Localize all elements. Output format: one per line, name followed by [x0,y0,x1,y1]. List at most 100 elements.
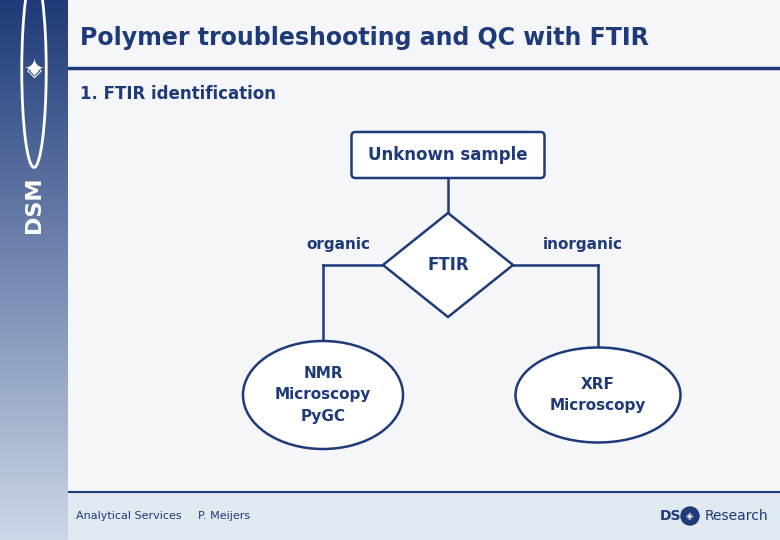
Bar [0,476,68,478]
Bar [0,521,68,523]
Bar [0,216,68,217]
Bar [0,394,68,395]
Bar [0,335,68,336]
Bar [0,530,68,532]
Bar [0,12,68,14]
Bar [0,33,68,35]
Bar [0,47,68,49]
Bar [0,254,68,255]
Bar [0,435,68,436]
Bar [0,420,68,421]
Bar [0,103,68,104]
Bar [0,287,68,289]
Bar [0,401,68,402]
Bar [0,438,68,440]
Bar [0,285,68,286]
Bar [0,25,68,27]
Text: organic: organic [306,238,370,253]
Bar [0,19,68,20]
Bar [0,90,68,92]
Bar [0,248,68,249]
Text: inorganic: inorganic [543,238,623,253]
Bar [0,227,68,228]
Bar [0,264,68,265]
Bar [0,453,68,454]
Bar [0,278,68,280]
Bar [0,271,68,273]
Bar [0,74,68,76]
Bar [0,260,68,262]
Bar [0,6,68,8]
Bar [0,173,68,174]
Bar [0,303,68,305]
Bar [0,472,68,474]
Bar [0,352,68,354]
Bar [0,293,68,294]
Bar [0,186,68,187]
Bar [0,154,68,156]
Bar [0,189,68,191]
Bar [0,377,68,378]
Bar [0,455,68,456]
Bar [0,76,68,77]
Bar [0,270,68,271]
Bar [0,246,68,247]
Bar [0,274,68,275]
Bar [0,397,68,399]
Bar [0,494,68,496]
Bar [0,58,68,59]
Bar [0,364,68,366]
Bar [0,378,68,379]
Bar [0,308,68,309]
Bar [0,211,68,212]
Bar [0,314,68,316]
Bar [0,432,68,433]
Bar [0,73,68,74]
Bar [0,71,68,73]
Bar [0,152,68,154]
Bar [0,485,68,486]
Bar [0,28,68,30]
Bar [0,512,68,513]
Bar [0,49,68,50]
Bar [0,487,68,489]
Bar [0,345,68,346]
Bar [0,178,68,179]
Bar [0,325,68,327]
Bar [0,43,68,45]
Bar [0,156,68,157]
Bar [0,228,68,230]
Bar [0,82,68,84]
Bar [0,390,68,392]
Text: DSM: DSM [660,509,695,523]
Bar [0,483,68,485]
Bar [0,266,68,267]
Bar [0,179,68,181]
Bar [0,427,68,428]
Bar [0,320,68,321]
Bar [0,224,68,226]
Bar [0,478,68,480]
Bar [0,11,68,12]
Bar [0,166,68,167]
Bar [0,109,68,111]
Bar [0,503,68,505]
Bar [0,162,68,163]
Bar [0,214,68,216]
Bar [0,505,68,507]
Bar [0,537,68,539]
Bar [0,139,68,140]
Bar [0,535,68,536]
Bar [0,406,68,408]
Bar [68,0,780,68]
Bar [0,219,68,220]
Bar [0,177,68,178]
Bar [0,413,68,415]
Bar [0,244,68,246]
Bar [0,421,68,422]
Bar [0,127,68,128]
Bar [0,262,68,263]
Bar [0,115,68,116]
Bar [0,86,68,87]
Bar [0,451,68,453]
